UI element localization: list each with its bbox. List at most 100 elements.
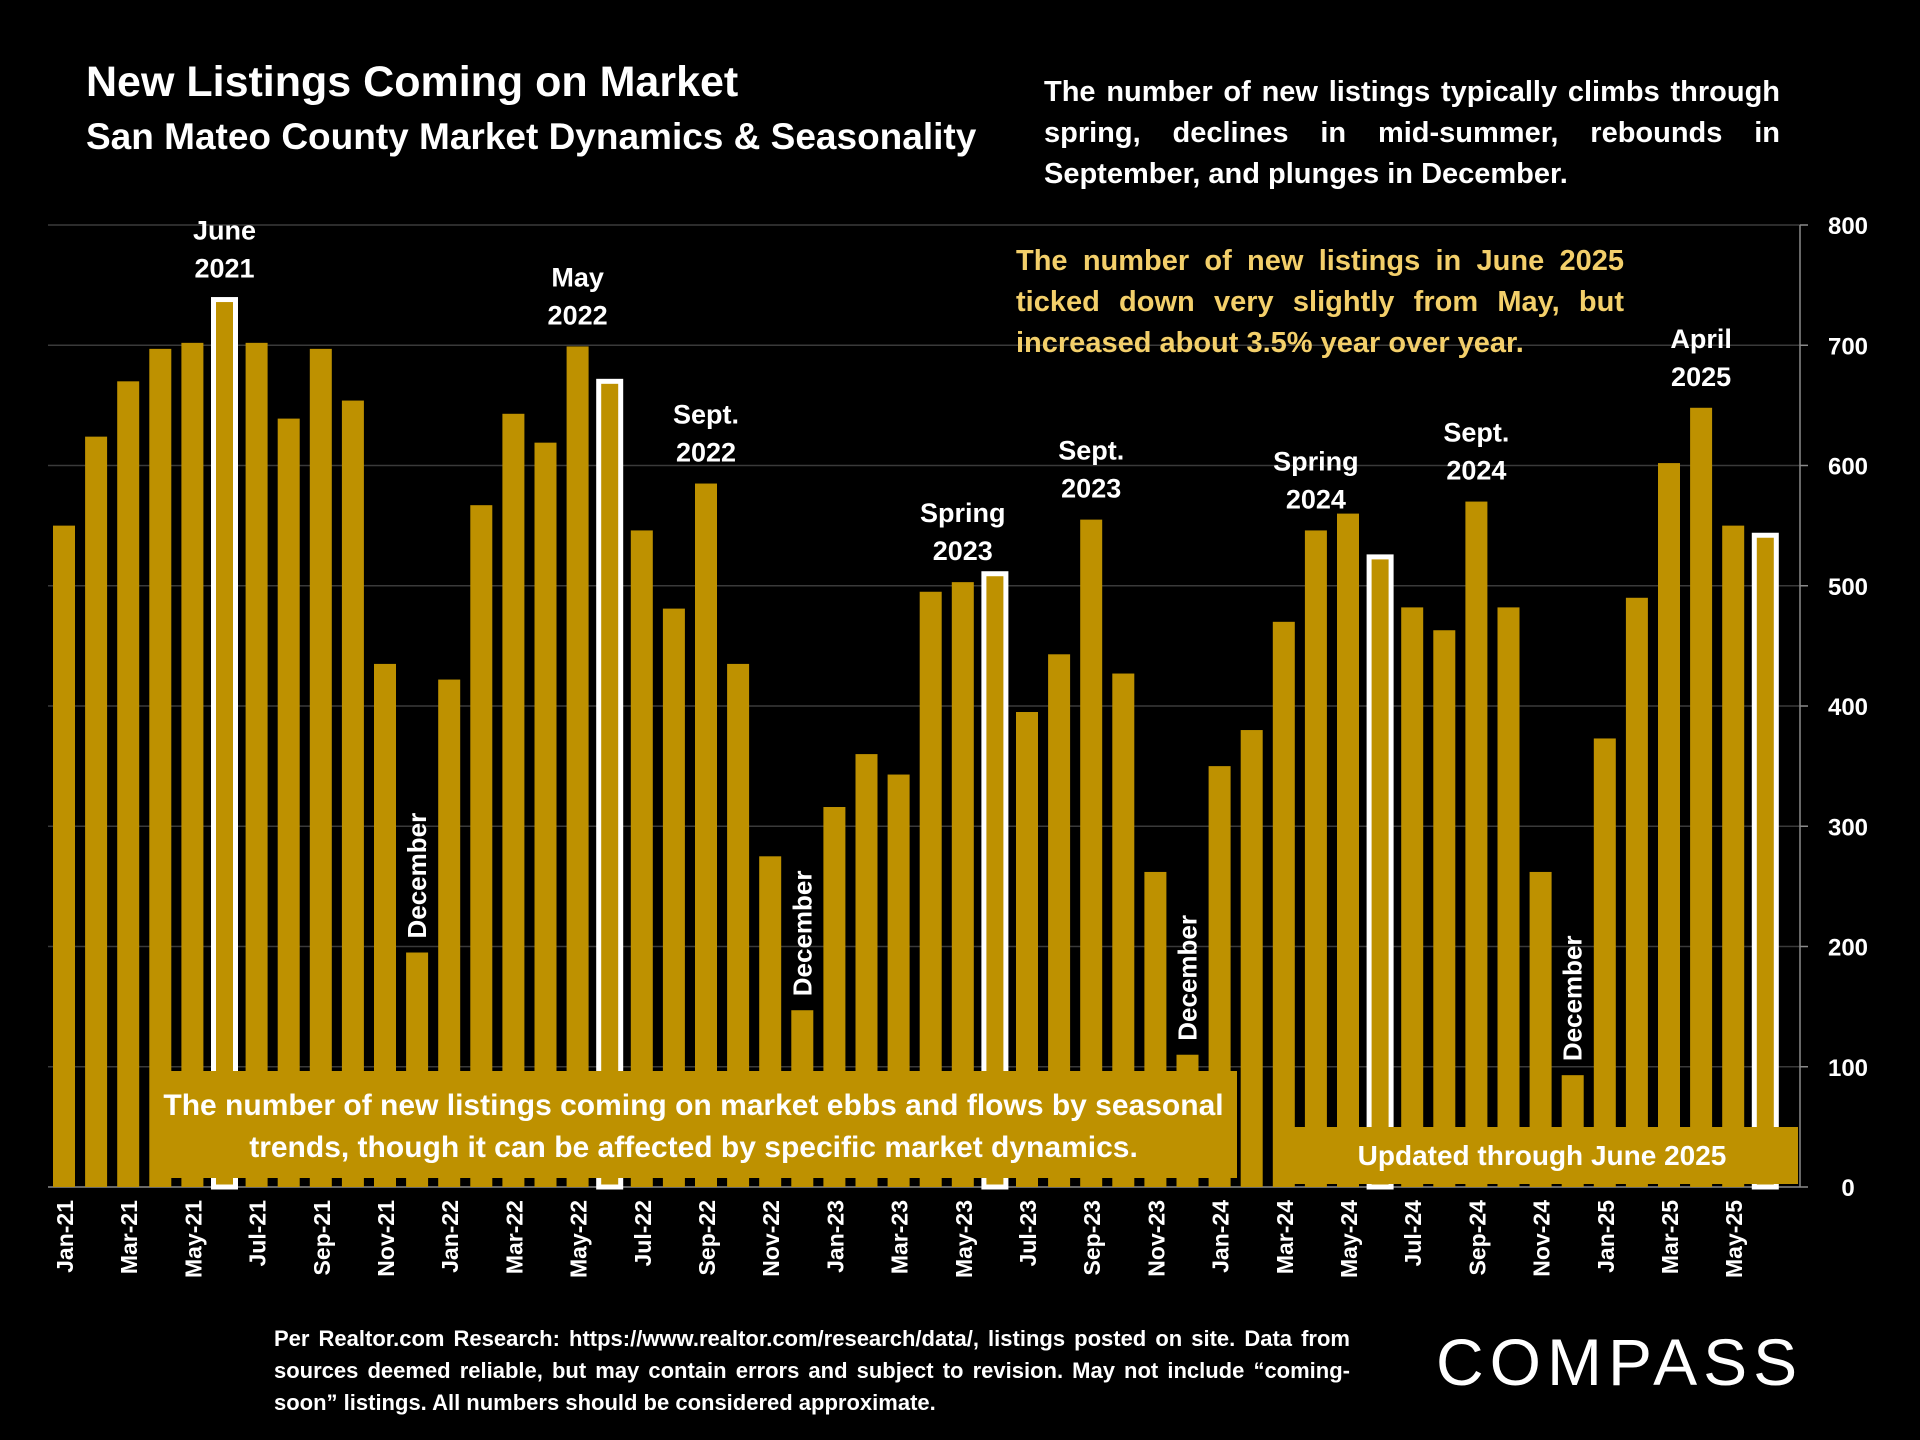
- bar-jun-24: [1366, 554, 1394, 1190]
- x-tick-label: Jan-25: [1593, 1200, 1619, 1273]
- bar-apr-21: [149, 348, 172, 1187]
- annotation-may-2022: May 2022: [548, 262, 608, 330]
- bar-oct-22: [727, 663, 750, 1187]
- y-tick-label: 200: [1828, 935, 1868, 962]
- y-axis: 0 100 200 300 400 500 600 700 800: [1799, 213, 1868, 1202]
- bar-jun-21: [211, 297, 238, 1190]
- x-tick-label: Nov-24: [1529, 1200, 1555, 1277]
- x-tick-label: May-22: [566, 1200, 592, 1278]
- y-tick-label: 0: [1841, 1175, 1854, 1202]
- x-tick-label: May-21: [180, 1200, 206, 1278]
- december-label: December: [787, 870, 817, 996]
- bar-apr-25: [1690, 407, 1713, 1187]
- bar-may-25: [1722, 525, 1745, 1187]
- bar-aug-22: [662, 608, 685, 1187]
- annotation-sept-2022: Sept. 2022: [673, 400, 739, 468]
- bar-nov-24: [1529, 871, 1552, 1187]
- december-label: December: [1558, 935, 1588, 1061]
- x-axis: Jan-21 Mar-21 May-21 Jul-21 Sep-21 Nov-21 Jan-…: [52, 1200, 1747, 1278]
- bar-feb-25: [1625, 597, 1648, 1187]
- y-tick-label: 500: [1828, 574, 1868, 601]
- x-tick-label: Jul-24: [1400, 1200, 1426, 1267]
- x-tick-label: Sep-23: [1079, 1200, 1105, 1275]
- y-tick-label: 600: [1828, 454, 1868, 481]
- bar-jun-22: [596, 378, 624, 1190]
- bar-may-23: [951, 582, 974, 1187]
- x-tick-label: Jul-22: [630, 1200, 656, 1266]
- x-tick-label: Jan-24: [1208, 1200, 1234, 1273]
- x-tick-label: Mar-21: [116, 1200, 142, 1274]
- june-2025-note: The number of new listings in June 2025 …: [1016, 245, 1624, 359]
- bar-may-21: [181, 342, 204, 1188]
- x-tick-label: Mar-22: [501, 1200, 527, 1274]
- bar-sep-23: [1080, 519, 1103, 1187]
- bar-feb-22: [470, 505, 493, 1187]
- y-tick-label: 800: [1828, 213, 1868, 240]
- bars: [53, 297, 1779, 1190]
- x-tick-label: Sep-24: [1464, 1200, 1490, 1276]
- x-tick-label: Mar-25: [1657, 1200, 1683, 1274]
- bar-mar-21: [117, 381, 140, 1187]
- december-label: December: [1173, 915, 1203, 1041]
- bar-sep-22: [695, 483, 717, 1188]
- x-tick-label: Sep-21: [309, 1200, 335, 1276]
- source-footnote: Per Realtor.com Research: https://www.re…: [274, 1326, 1350, 1415]
- bar-may-22: [566, 346, 589, 1187]
- bar-jul-24: [1401, 607, 1424, 1187]
- x-tick-label: Jan-22: [437, 1200, 463, 1273]
- x-tick-label: Nov-22: [758, 1200, 784, 1277]
- bar-apr-22: [534, 442, 557, 1188]
- bar-jul-23: [1016, 712, 1038, 1187]
- y-tick-label: 300: [1828, 814, 1868, 841]
- bar-jan-21: [53, 525, 75, 1187]
- x-tick-label: Jan-23: [822, 1200, 848, 1273]
- x-tick-label: Jul-21: [245, 1200, 271, 1267]
- bar-apr-23: [919, 591, 942, 1187]
- bar-may-24: [1337, 513, 1359, 1187]
- bar-jun-23: [981, 571, 1009, 1190]
- y-tick-label: 700: [1828, 333, 1868, 360]
- annotation-spring-2024: Spring 2024: [1273, 446, 1359, 514]
- bar-sep-24: [1465, 501, 1488, 1187]
- compass-logo: COMPASS: [1436, 1325, 1804, 1399]
- chart-subtitle: San Mateo County Market Dynamics & Seaso…: [86, 116, 977, 157]
- seasonality-note: The number of new listings typically cli…: [1044, 76, 1780, 190]
- bar-nov-21: [374, 663, 396, 1187]
- bar-jan-22: [438, 679, 461, 1187]
- annotation-april-2025: April 2025: [1670, 324, 1732, 392]
- bar-mar-24: [1272, 621, 1295, 1187]
- bar-oct-24: [1497, 607, 1520, 1187]
- chart-title: New Listings Coming on Market: [86, 58, 739, 106]
- y-tick-label: 100: [1828, 1055, 1868, 1082]
- bar-oct-23: [1112, 673, 1135, 1187]
- updated-through-box: Updated through June 2025: [1286, 1127, 1798, 1184]
- seasonal-trend-box: The number of new listings coming on mar…: [150, 1071, 1237, 1178]
- bar-apr-24: [1304, 530, 1327, 1187]
- x-tick-label: Jul-23: [1015, 1200, 1041, 1266]
- x-tick-label: May-23: [951, 1200, 977, 1278]
- bar-mar-25: [1658, 463, 1680, 1188]
- y-tick-label: 400: [1828, 694, 1868, 721]
- bar-aug-23: [1048, 654, 1071, 1187]
- x-tick-label: Jan-21: [52, 1200, 78, 1273]
- december-label: December: [402, 813, 432, 939]
- x-tick-label: May-25: [1721, 1200, 1747, 1278]
- bar-aug-24: [1433, 630, 1456, 1187]
- x-tick-label: Sep-22: [694, 1200, 720, 1275]
- bar-jun-25: [1751, 532, 1779, 1190]
- bar-mar-22: [502, 413, 525, 1188]
- annotations: June 2021 May 2022 Sept. 2022 Spring 2023 Sept. 2…: [193, 216, 1732, 1062]
- annotation-sept-2023: Sept. 2023: [1058, 436, 1124, 504]
- bar-aug-21: [277, 418, 300, 1187]
- bar-feb-24: [1240, 730, 1263, 1187]
- annotation-june-2021: June 2021: [193, 216, 256, 284]
- bar-jul-22: [630, 530, 653, 1187]
- x-tick-label: Nov-23: [1143, 1200, 1169, 1277]
- bar-oct-21: [341, 400, 364, 1187]
- bar-feb-21: [85, 436, 108, 1187]
- annotation-spring-2023: Spring 2023: [920, 498, 1006, 566]
- bar-sep-21: [309, 348, 332, 1187]
- annotation-sept-2024: Sept. 2024: [1443, 418, 1509, 486]
- x-tick-label: May-24: [1336, 1200, 1362, 1278]
